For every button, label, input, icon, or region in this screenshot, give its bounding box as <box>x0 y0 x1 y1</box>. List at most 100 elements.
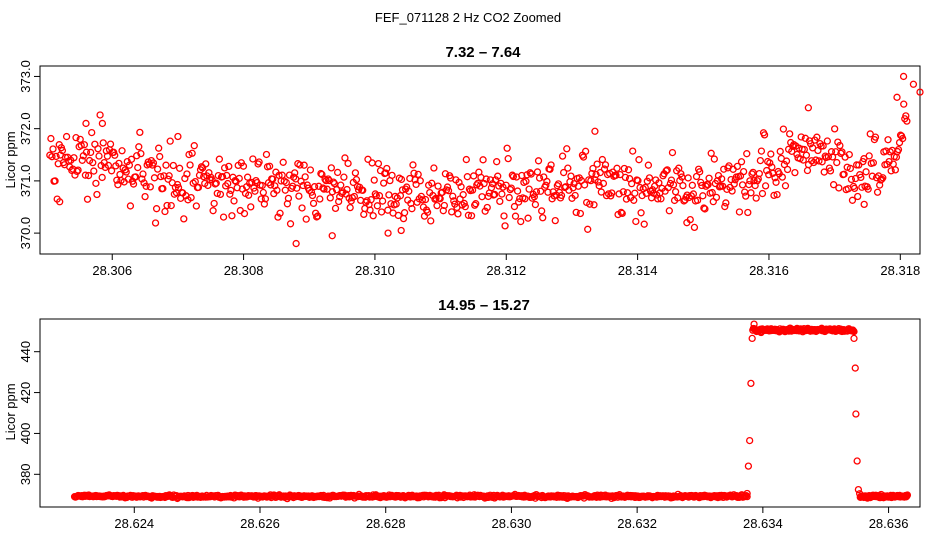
data-point <box>467 212 476 220</box>
data-point <box>240 209 249 218</box>
data-point <box>532 188 541 196</box>
data-point <box>308 191 317 200</box>
data-point <box>807 157 816 165</box>
panel-bottom: 14.95 – 15.27 28.624 28.626 28.628 28.630 28… <box>3 297 921 531</box>
data-point <box>52 152 60 161</box>
data-point <box>48 153 56 161</box>
panel-bottom-title: 14.95 – 15.27 <box>438 297 530 314</box>
data-point <box>194 183 203 192</box>
data-point <box>525 185 533 193</box>
data-point <box>576 209 585 218</box>
data-point <box>433 201 441 210</box>
data-point <box>869 159 878 167</box>
data-point <box>115 159 123 168</box>
data-point <box>152 205 161 213</box>
data-point <box>418 196 427 204</box>
data-point <box>388 171 396 180</box>
data-point <box>82 148 91 156</box>
data-point <box>200 172 208 181</box>
data-point <box>644 161 653 169</box>
data-point <box>623 189 632 197</box>
data-point <box>846 164 855 173</box>
data-point <box>722 199 730 207</box>
data-point <box>300 161 308 169</box>
data-point <box>743 150 751 158</box>
data-point <box>47 134 55 143</box>
data-point <box>806 140 815 148</box>
data-point <box>747 379 755 388</box>
data-point <box>710 155 718 163</box>
panel-top-ylabel: Licor ppm <box>3 131 18 188</box>
data-point <box>387 200 395 208</box>
data-point <box>680 197 688 205</box>
data-point <box>746 436 754 445</box>
data-point <box>826 167 835 175</box>
data-point <box>544 188 552 196</box>
data-point <box>432 194 440 202</box>
data-point <box>848 196 857 204</box>
data-point <box>282 178 290 187</box>
data-point <box>368 159 376 167</box>
data-point <box>129 180 138 188</box>
data-point <box>449 192 457 200</box>
data-point <box>180 215 188 223</box>
data-point <box>78 156 86 164</box>
x-tick-label: 28.306 <box>92 263 132 278</box>
data-point <box>329 178 338 186</box>
data-point <box>588 169 596 178</box>
data-point <box>526 169 534 177</box>
data-point <box>916 88 924 96</box>
data-point <box>320 185 328 193</box>
data-point <box>166 137 174 145</box>
data-point <box>286 220 295 228</box>
data-point <box>463 173 472 181</box>
data-point <box>684 174 692 182</box>
data-point <box>600 165 609 173</box>
data-point <box>818 158 826 166</box>
data-point <box>257 195 265 203</box>
data-point <box>628 180 636 188</box>
data-point <box>750 177 758 185</box>
data-point <box>618 209 626 218</box>
data-point <box>255 158 263 166</box>
data-point <box>58 146 67 155</box>
data-point <box>164 175 172 183</box>
data-point <box>273 186 281 194</box>
data-point <box>423 208 432 216</box>
data-point <box>328 232 336 240</box>
data-point <box>815 157 823 165</box>
data-point <box>766 159 774 167</box>
data-point <box>321 175 329 183</box>
data-point <box>783 165 792 174</box>
x-tick-label: 28.632 <box>617 516 657 531</box>
x-tick-label: 28.628 <box>366 516 406 531</box>
data-point <box>498 190 506 198</box>
data-point <box>837 149 845 158</box>
data-point <box>94 145 102 153</box>
data-point <box>779 125 788 133</box>
data-point <box>590 201 598 209</box>
data-point <box>135 143 143 151</box>
data-point <box>836 141 844 150</box>
data-point <box>483 203 491 212</box>
data-point <box>243 173 252 181</box>
data-point <box>739 167 748 176</box>
data-point <box>302 215 310 223</box>
data-point <box>239 162 248 170</box>
data-point <box>533 168 542 176</box>
data-point <box>351 169 360 177</box>
data-point <box>306 166 315 174</box>
data-point <box>142 182 150 190</box>
data-point <box>504 154 512 163</box>
data-point <box>150 174 159 182</box>
data-point <box>297 177 305 185</box>
x-tick-label: 28.624 <box>114 516 154 531</box>
data-point <box>593 160 601 168</box>
data-point <box>637 209 645 217</box>
data-point <box>491 176 500 184</box>
data-point <box>699 192 707 200</box>
data-point <box>374 159 383 168</box>
data-point <box>596 168 604 177</box>
data-point <box>663 166 671 174</box>
data-point <box>572 208 580 217</box>
